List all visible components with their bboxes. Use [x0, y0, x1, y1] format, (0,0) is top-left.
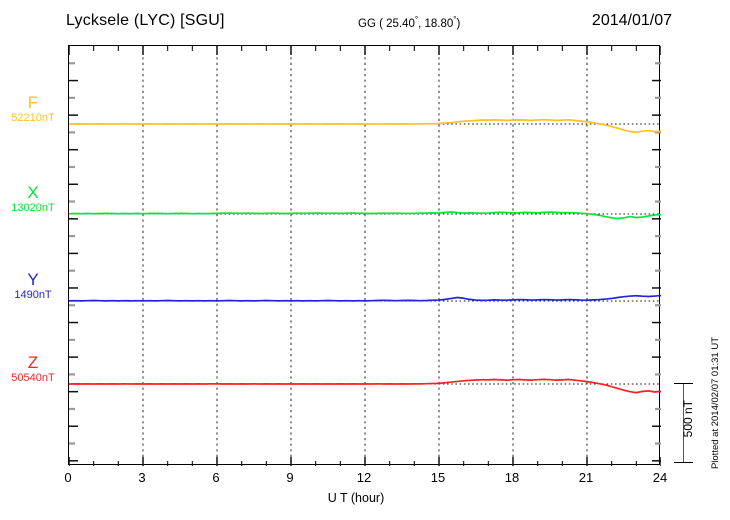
scale-bar-line	[683, 383, 685, 463]
geo-comma: ,	[418, 17, 422, 30]
station-title: Lycksele (LYC) [SGU]	[66, 12, 225, 29]
observation-date: 2014/01/07	[591, 12, 672, 29]
component-symbol-Y: Y	[27, 270, 39, 289]
x-tick-label-3: 3	[138, 470, 146, 485]
component-label-F: F 52210nT	[2, 93, 64, 124]
degree-icon-lon: °	[453, 15, 457, 24]
scale-bar-label: 500 nT	[681, 400, 695, 438]
x-tick-label-9: 9	[286, 470, 294, 485]
component-label-X: X 13020nT	[2, 183, 64, 214]
component-symbol-X: X	[27, 183, 39, 202]
scale-bar-cap-top	[674, 383, 693, 385]
x-tick-label-15: 15	[430, 470, 446, 485]
x-tick-label-12: 12	[356, 470, 372, 485]
axis-ticks	[69, 46, 661, 466]
degree-icon-lat: °	[414, 15, 419, 24]
magnetogram-plot	[69, 46, 661, 466]
geo-lat-value: 25.40	[386, 17, 415, 30]
component-traces	[69, 118, 661, 394]
trace-F	[69, 118, 661, 134]
scale-bar	[673, 383, 695, 463]
geo-lon-value: 18.80	[424, 17, 454, 30]
trace-Z	[69, 378, 661, 394]
gridlines	[142, 46, 588, 466]
component-baseline-value-X: 13020nT	[11, 202, 55, 215]
trace-Y	[69, 294, 661, 302]
plot-frame	[68, 45, 661, 466]
x-tick-label-24: 24	[652, 470, 668, 485]
trace-X	[69, 211, 661, 220]
x-axis-title-text: U T (hour)	[327, 491, 385, 505]
x-tick-label-6: 6	[212, 470, 220, 485]
component-baseline-value-F: 52210nT	[11, 112, 55, 125]
component-symbol-F: F	[27, 93, 39, 112]
x-tick-label-18: 18	[504, 470, 520, 485]
component-label-Y: Y 1490nT	[2, 270, 64, 301]
x-tick-label-21: 21	[578, 470, 594, 485]
geo-suffix: )	[456, 17, 461, 30]
scale-bar-cap-bottom	[674, 461, 693, 463]
component-baseline-value-Z: 50540nT	[11, 372, 55, 385]
component-label-Z: Z 50540nT	[2, 353, 64, 384]
geographic-coordinates: GG ( 25.40°, 18.80°)	[358, 15, 460, 30]
x-tick-label-0: 0	[64, 470, 72, 485]
x-axis-title: U T (hour)	[0, 491, 730, 505]
plot-timestamp: Plotted at 2014/02/07 01:31 UT	[710, 337, 721, 470]
geo-prefix: GG (	[358, 17, 383, 30]
component-baseline-value-Y: 1490nT	[14, 289, 52, 302]
component-symbol-Z: Z	[27, 353, 39, 372]
